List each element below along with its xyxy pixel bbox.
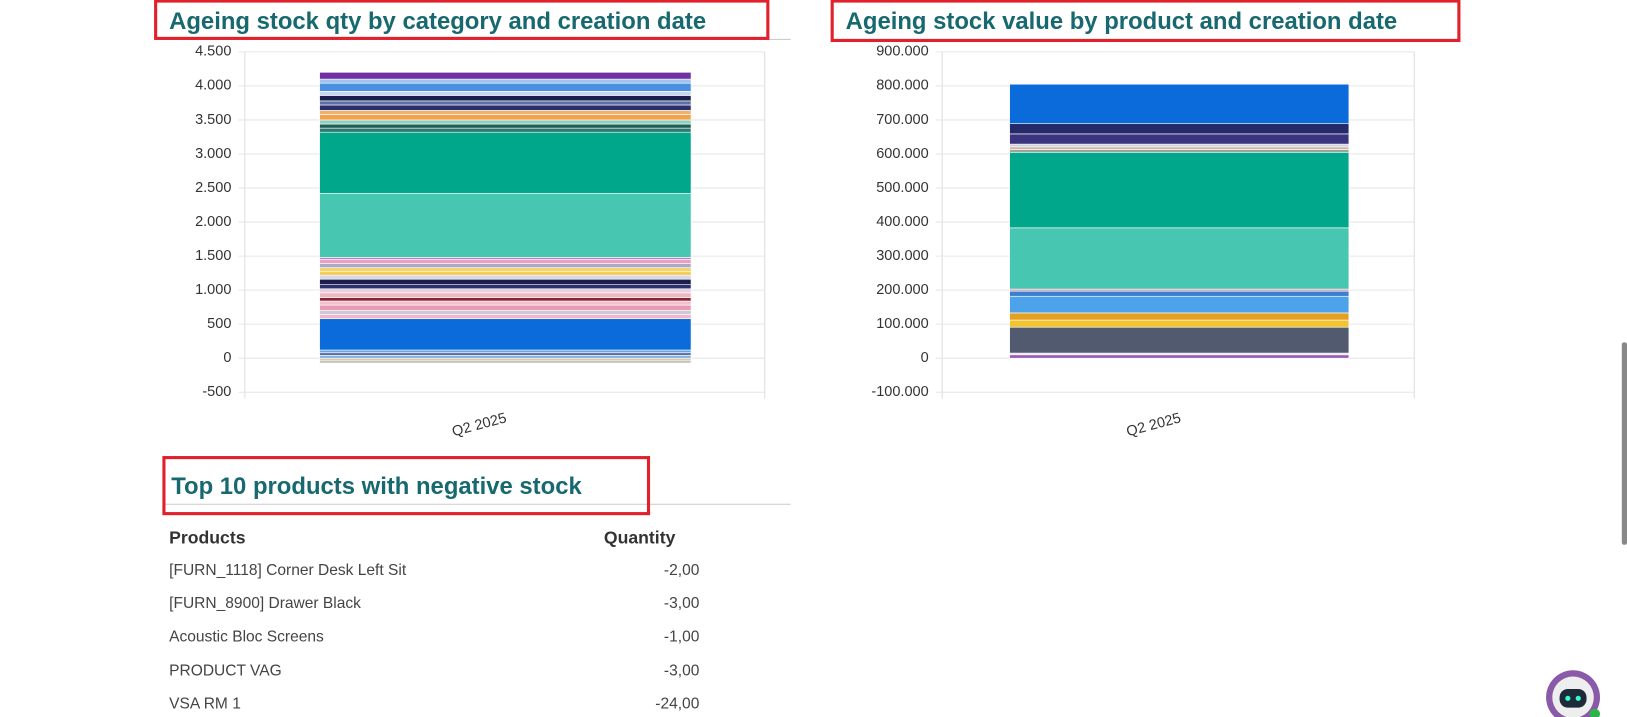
bar-segment <box>1009 295 1350 314</box>
bar-segment <box>319 292 692 298</box>
quantity: -3,00 <box>664 595 700 612</box>
y-tick-label: 1.000 <box>195 282 231 298</box>
y-tick-label: 4.000 <box>195 78 231 94</box>
bar-segment <box>319 95 692 102</box>
quantity: -3,00 <box>664 662 700 679</box>
product-name: [FURN_1118] Corner Desk Left Sit <box>169 562 407 579</box>
bar-segment <box>319 267 692 273</box>
y-tick-label: 0 <box>223 350 231 366</box>
bar-segment <box>319 355 692 359</box>
bar-segment <box>319 357 692 362</box>
bar-segment <box>319 304 692 311</box>
bar-segment <box>319 131 692 194</box>
highlight-box <box>162 456 651 516</box>
y-tick-label: 0 <box>921 350 929 366</box>
y-tick-label: 3.500 <box>195 112 231 128</box>
highlight-box <box>830 0 1461 43</box>
y-tick-label: 500.000 <box>876 180 928 196</box>
bar-segment <box>1009 133 1350 145</box>
bar-segment <box>1009 326 1350 354</box>
y-tick-label: 3.000 <box>195 146 231 162</box>
x-tick-label: Q2 2025 <box>1125 410 1183 440</box>
bar-segment <box>319 259 692 264</box>
bar-segment <box>319 318 692 351</box>
y-tick-label: -500 <box>202 384 231 400</box>
column-header: Products <box>169 528 246 548</box>
bar-segment <box>319 360 692 364</box>
bar-segment <box>319 82 692 92</box>
chart-title: Ageing stock value by product and creati… <box>846 8 1398 35</box>
quantity: -1,00 <box>664 628 700 645</box>
bar-segment <box>319 123 692 129</box>
bar-segment <box>319 263 692 268</box>
bar-segment <box>1009 151 1350 229</box>
bar-segment <box>319 104 692 111</box>
quantity: -2,00 <box>664 562 700 579</box>
bar-segment <box>319 297 692 302</box>
bar-segment <box>319 300 692 306</box>
table: Products Quantity [FURN_1118] Corner Desk … <box>169 528 700 713</box>
bar-segment <box>319 100 692 106</box>
bar-segment <box>319 71 692 80</box>
bar-segment <box>319 314 692 320</box>
bar-segment <box>319 274 692 280</box>
chart-title: Ageing stock qty by category and creatio… <box>169 8 706 35</box>
table-title: Top 10 products with negative stock <box>171 473 582 500</box>
bar-segment <box>1009 123 1350 135</box>
bar-segment <box>1009 354 1350 359</box>
y-tick-label: 700.000 <box>876 112 928 128</box>
assistant-button[interactable] <box>1546 670 1601 717</box>
bar-segment <box>1009 319 1350 328</box>
y-tick-label: 200.000 <box>876 282 928 298</box>
y-tick-label: 4.500 <box>195 44 231 60</box>
column-header: Quantity <box>604 528 676 548</box>
bar-segment <box>319 127 692 133</box>
y-tick-label: 100.000 <box>876 316 928 332</box>
y-tick-label: 300.000 <box>876 248 928 264</box>
bar-segment <box>1009 143 1350 148</box>
bar-segment <box>319 114 692 121</box>
bar-segment <box>1009 290 1350 297</box>
bar-segment <box>319 271 692 276</box>
y-tick-label: 2.500 <box>195 180 231 196</box>
bar-segment <box>1009 146 1350 150</box>
bar-segment <box>319 110 692 115</box>
product-name: VSA RM 1 <box>169 696 241 713</box>
y-tick-label: 500 <box>207 316 231 332</box>
bar-segment <box>319 352 692 356</box>
y-tick-label: 900.000 <box>876 44 928 60</box>
y-tick-label: 800.000 <box>876 78 928 94</box>
y-tick-label: 1.500 <box>195 248 231 264</box>
bar-segment <box>319 91 692 96</box>
bar-segment <box>319 78 692 84</box>
bar-segment <box>319 310 692 315</box>
highlight-box <box>154 0 770 40</box>
y-tick-label: 600.000 <box>876 146 928 162</box>
bar-segment <box>319 288 692 294</box>
product-name: Acoustic Bloc Screens <box>169 628 324 645</box>
bar-segment <box>1009 227 1350 290</box>
bar-segment <box>319 284 692 290</box>
y-tick-label: 2.000 <box>195 214 231 230</box>
bar-segment <box>1009 83 1350 125</box>
x-tick-label: Q2 2025 <box>450 410 508 440</box>
product-name: [FURN_8900] Drawer Black <box>169 595 361 612</box>
bar-segment <box>1009 312 1350 321</box>
y-tick-label: 400.000 <box>876 214 928 230</box>
product-name: PRODUCT VAG <box>169 662 282 679</box>
bar-segment <box>319 119 692 125</box>
bar-segment <box>1009 149 1350 153</box>
quantity: -24,00 <box>655 696 699 713</box>
bar-segment <box>319 193 692 258</box>
bar-segment <box>319 278 692 285</box>
bar-segment <box>319 349 692 354</box>
scrollbar[interactable] <box>1621 342 1627 545</box>
y-tick-label: -100.000 <box>871 384 928 400</box>
